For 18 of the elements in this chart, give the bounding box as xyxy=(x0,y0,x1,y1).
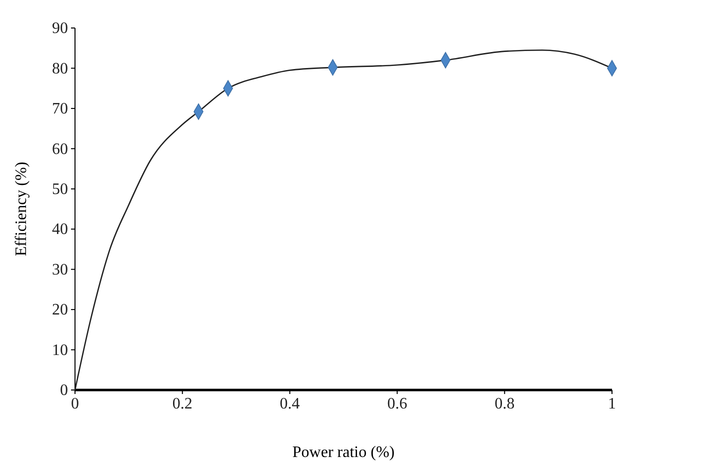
x-tick-label: 0.4 xyxy=(280,395,300,412)
y-tick-label: 60 xyxy=(52,140,68,158)
x-axis-title: Power ratio (%) xyxy=(292,444,395,461)
x-tick-label: 0 xyxy=(71,395,79,412)
y-tick-label: 30 xyxy=(52,261,68,278)
y-tick-label: 40 xyxy=(52,221,68,238)
y-tick-label: 20 xyxy=(52,302,68,319)
x-tick-label: 0.8 xyxy=(494,395,515,412)
x-tick-label: 0.6 xyxy=(387,395,408,412)
x-tick-label: 0.2 xyxy=(172,395,192,412)
y-tick-label: 70 xyxy=(52,100,68,118)
y-tick-label: 0 xyxy=(60,382,68,400)
y-axis-title: Efficiency (%) xyxy=(13,162,30,256)
y-tick-label: 80 xyxy=(52,60,68,78)
y-tick-label: 10 xyxy=(52,342,68,359)
y-tick-label: 50 xyxy=(52,181,68,198)
y-tick-label: 90 xyxy=(52,20,68,38)
x-tick-label: 1 xyxy=(608,395,616,412)
